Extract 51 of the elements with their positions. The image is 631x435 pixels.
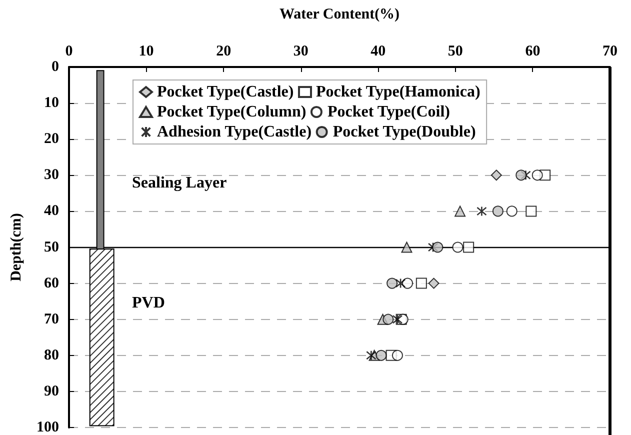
x-tick-label: 60 [525, 44, 540, 60]
point [392, 350, 403, 361]
point [392, 314, 403, 324]
point [402, 278, 414, 289]
x-axis-title: Water Content(%) [279, 6, 400, 22]
annotation: Sealing Layer [132, 174, 227, 192]
y-tick-label: 100 [36, 420, 59, 435]
x-tick-label: 10 [138, 44, 154, 60]
point [476, 206, 487, 216]
legend-label: Pocket Type(Double) [332, 124, 476, 140]
point [526, 206, 537, 217]
point [428, 278, 440, 289]
point [452, 242, 464, 253]
legend-label: Pocket Type(Castle) [157, 84, 294, 100]
point [463, 242, 474, 253]
point [395, 278, 406, 288]
point [401, 242, 412, 253]
y-tick-label: 0 [52, 59, 59, 75]
point [492, 206, 504, 217]
point [382, 314, 394, 325]
y-axis-title: Depth(cm) [8, 213, 24, 282]
annotation: PVD [132, 294, 165, 312]
point [376, 350, 387, 361]
y-tick-label: 70 [44, 311, 59, 328]
y-tick-label: 50 [44, 239, 59, 256]
point [516, 170, 527, 181]
point [532, 170, 543, 181]
y-tick-label: 80 [44, 347, 59, 364]
y-tick-label: 10 [44, 95, 59, 112]
y-tick-label: 30 [44, 167, 59, 184]
y-tick-label: 40 [44, 203, 59, 220]
point [454, 206, 466, 217]
x-tick-label: 30 [293, 44, 308, 60]
point [366, 350, 376, 361]
legend-label: Pocket Type(Coil) [327, 104, 450, 120]
point [506, 206, 518, 217]
legend-label: Pocket Type(Hamonica) [316, 84, 480, 100]
x-tick-label: 50 [448, 44, 463, 60]
y-tick-label: 60 [44, 275, 59, 292]
y-tick-label: 90 [44, 383, 59, 400]
point [416, 278, 427, 289]
legend-label: Pocket Type(Column) [157, 104, 306, 120]
x-tick-label: 0 [65, 44, 73, 60]
y-tick-label: 20 [44, 131, 59, 148]
x-tick-label: 20 [216, 44, 232, 60]
point [432, 242, 444, 253]
point [386, 278, 398, 289]
x-tick-label: 70 [602, 44, 618, 60]
legend-label: Adhesion Type(Castle) [157, 124, 312, 140]
point [490, 170, 502, 181]
x-tick-label: 40 [370, 44, 386, 60]
